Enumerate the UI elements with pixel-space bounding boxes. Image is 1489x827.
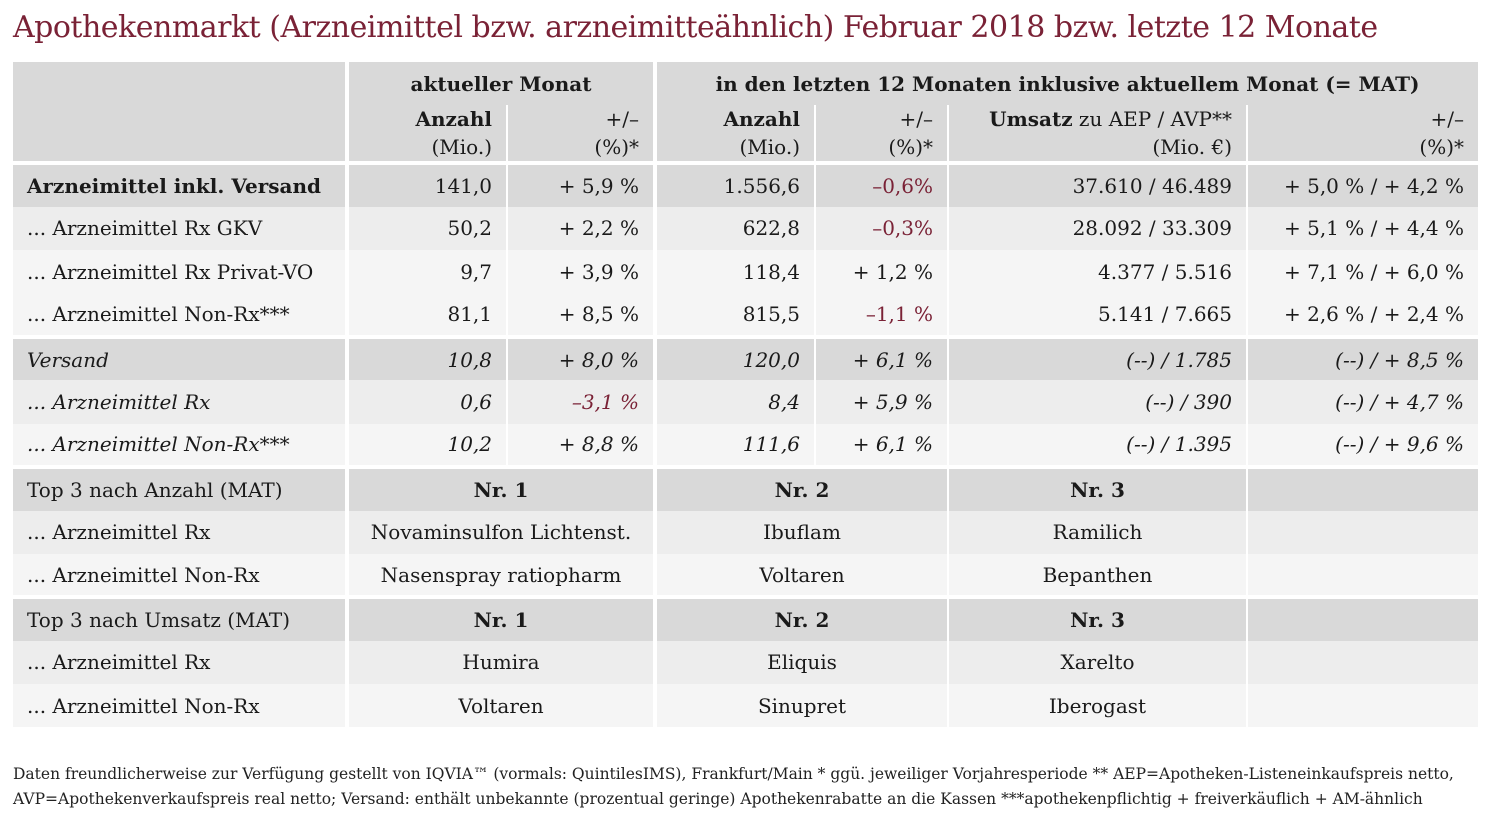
table-row: ... Arzneimittel Non-Rx Voltaren Sinupre… [13,684,1479,728]
header-empty-2 [13,105,347,163]
table-row: ... Arzneimittel Non-Rx*** 10,2 + 8,8 % … [13,423,1479,468]
header-anzahl-month: Anzahl (Mio.) [345,105,507,164]
table-row: ... Arzneimittel Rx GKV 50,2 + 2,2 % 622… [13,206,1479,251]
header-column-row: Anzahl (Mio.) +/– (%)* Anzahl (Mio.) +/–… [13,105,1479,164]
footnote: Daten freundlicherweise zur Verfügung ge… [13,762,1483,812]
footnote-line-2: AVP=Apothekenverkaufspreis real netto; V… [13,790,1423,808]
table-row: ... Arzneimittel Rx 0,6 –3,1 % 8,4 + 5,9… [13,380,1479,424]
header-group-row: aktueller Monat in den letzten 12 Monate… [13,62,1479,106]
header-change-month: +/– (%)* [506,105,655,164]
market-table: aktueller Monat in den letzten 12 Monate… [13,62,1479,728]
table-row: ... Arzneimittel Rx Novaminsulfon Lichte… [13,510,1479,554]
table-row: ... Arzneimittel Rx Privat-VO 9,7 + 3,9 … [13,250,1479,294]
top-anzahl-header-row: Top 3 nach Anzahl (MAT) Nr. 1 Nr. 2 Nr. … [13,465,1479,511]
header-group-mat: in den letzten 12 Monaten inklusive aktu… [652,62,1479,106]
header-change-umsatz: +/– (%)* [1245,105,1479,164]
table-row: Arzneimittel inkl. Versand 141,0 + 5,9 %… [13,161,1479,207]
table-row: ... Arzneimittel Non-Rx Nasenspray ratio… [13,553,1479,598]
table-row: Versand 10,8 + 8,0 % 120,0 + 6,1 % (--) … [13,334,1479,381]
table-row: ... Arzneimittel Rx Humira Eliquis Xarel… [13,640,1479,685]
header-change-mat: +/– (%)* [814,105,948,164]
header-empty [13,62,347,105]
top-umsatz-header-row: Top 3 nach Umsatz (MAT) Nr. 1 Nr. 2 Nr. … [13,595,1479,641]
footnote-line-1: Daten freundlicherweise zur Verfügung ge… [13,765,1454,783]
header-umsatz: Umsatz zu AEP / AVP** (Mio. €) [947,105,1247,164]
page-title: Apothekenmarkt (Arzneimittel bzw. arznei… [13,10,1378,45]
header-anzahl-mat: Anzahl (Mio.) [653,105,815,164]
table-row: ... Arzneimittel Non-Rx*** 81,1 + 8,5 % … [13,293,1479,337]
header-group-current-month: aktueller Monat [345,62,655,106]
